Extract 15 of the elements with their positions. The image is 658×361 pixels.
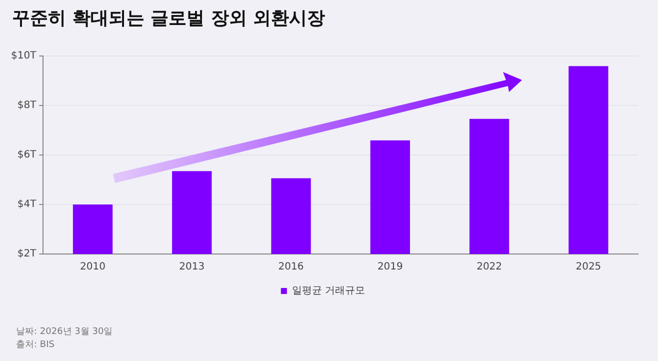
x-tick-label: 2013 — [179, 262, 205, 273]
y-tick-label: $10T — [10, 50, 38, 62]
x-tick-label: 2010 — [80, 262, 106, 273]
text: 날짜: 2026년 3월 30일 — [16, 326, 113, 339]
source-note: 출처: BIS — [16, 339, 56, 352]
chart-title: 꾸준히 확대되는 글로벌 장외 외환시장 — [12, 7, 326, 30]
y-tick-label: $8T — [17, 100, 38, 112]
y-tick-label: $2T — [17, 248, 38, 260]
x-tick-label: 2022 — [476, 262, 502, 273]
x-tick-label: 2019 — [377, 262, 403, 273]
x-tick-label: 2025 — [576, 262, 602, 273]
y-tick-label: $4T — [17, 199, 38, 210]
y-tick-label: $6T — [17, 150, 38, 161]
x-tick-label: 2016 — [278, 262, 304, 273]
legend-label: 일평균 거래규모 — [292, 286, 366, 297]
